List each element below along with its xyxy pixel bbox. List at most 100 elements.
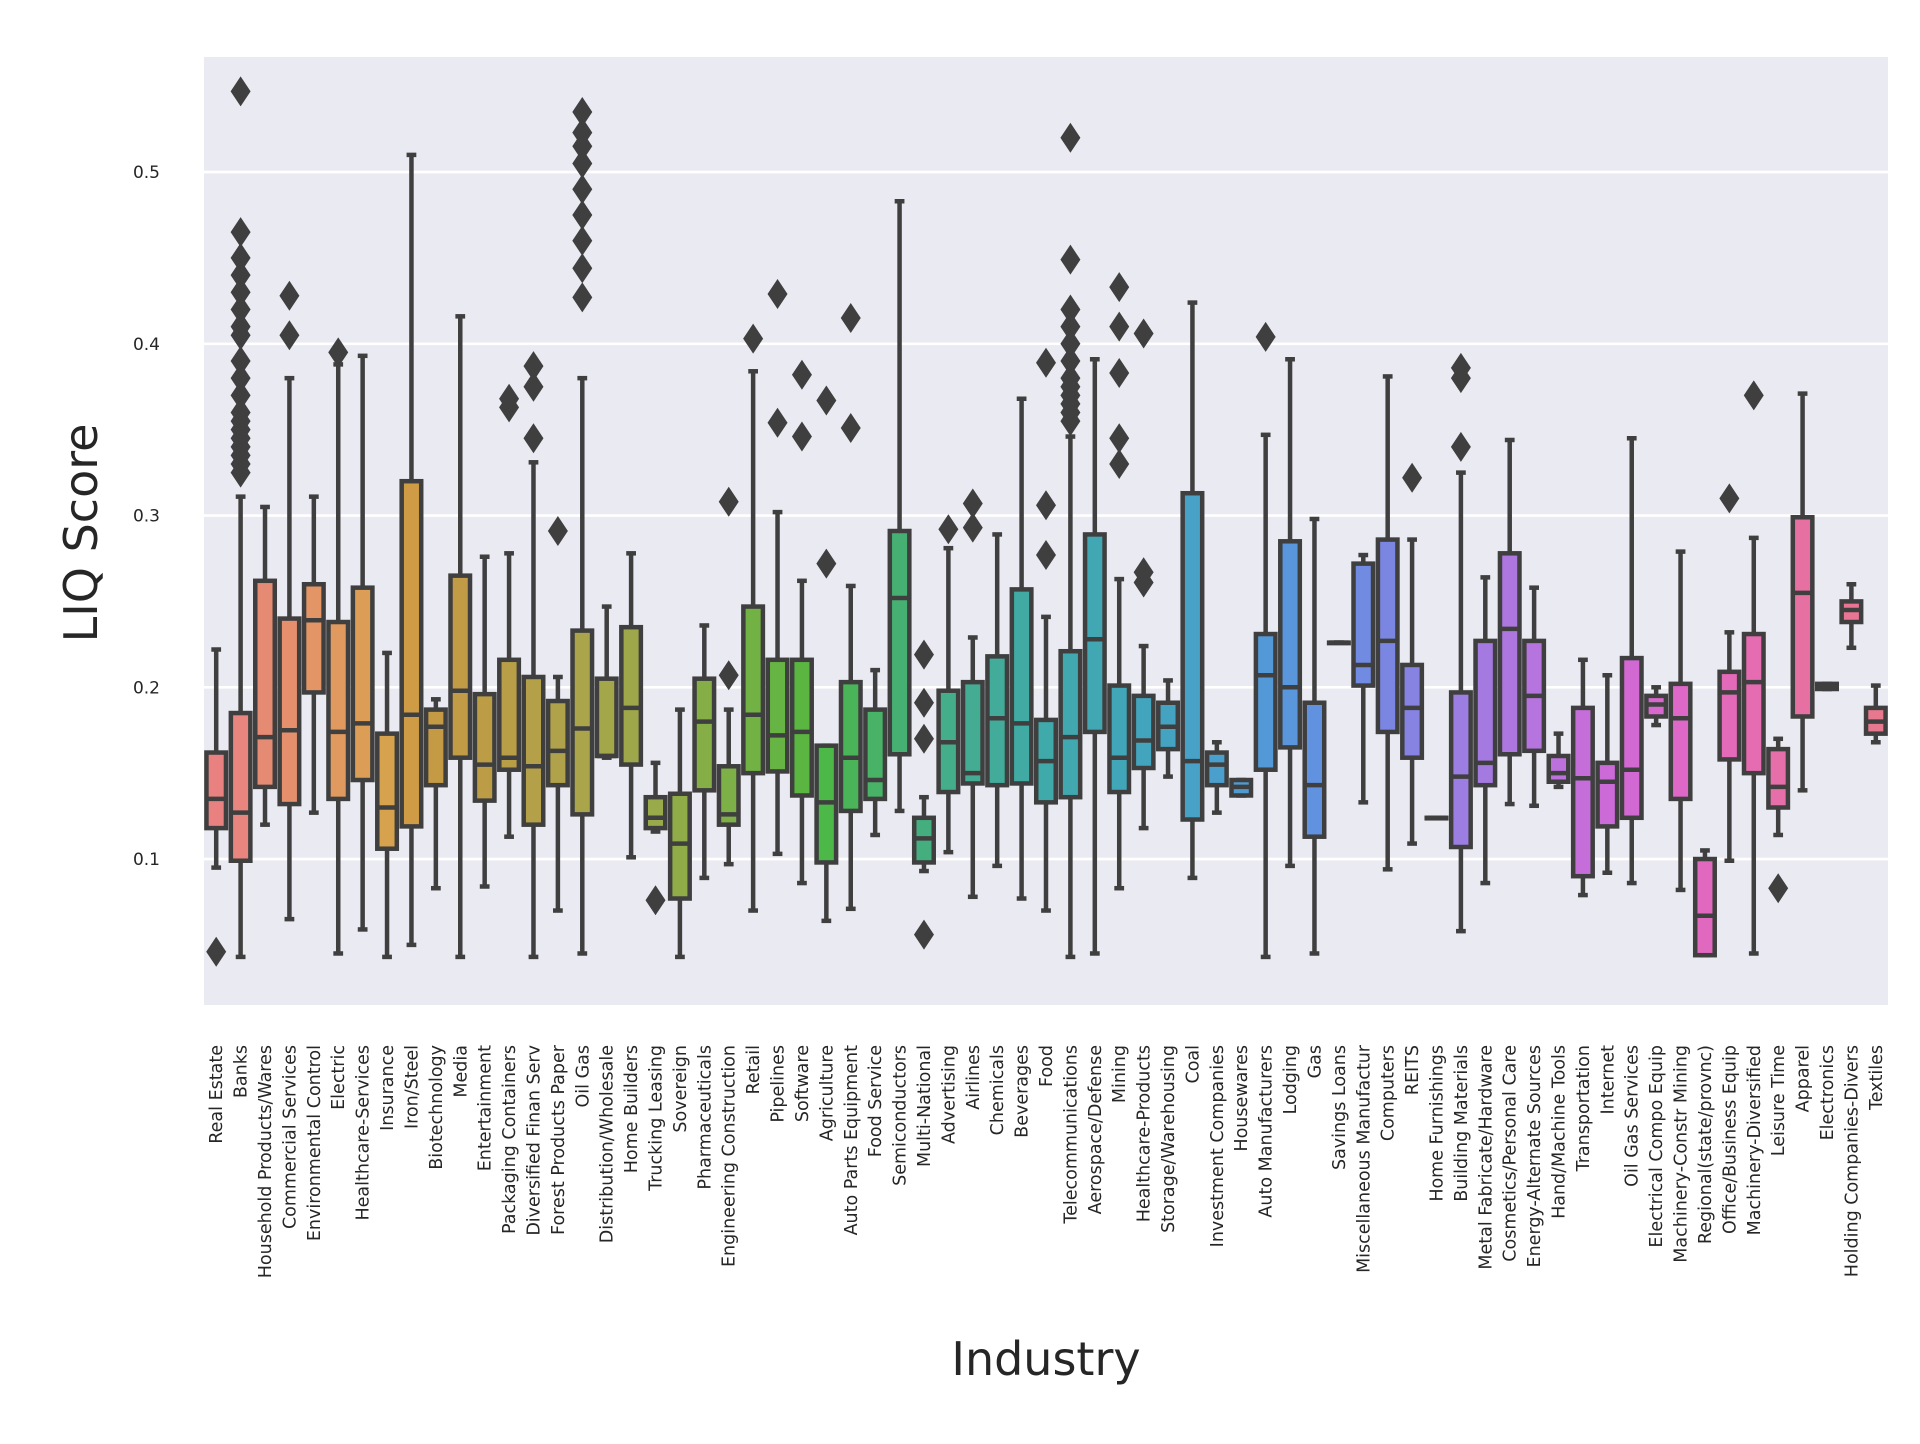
box-iqr — [399, 478, 424, 829]
box-iqr — [1107, 683, 1132, 795]
x-tick-label: Savings Loans — [1330, 1045, 1350, 1170]
outlier-point — [1060, 311, 1081, 342]
box-household-products-wares — [253, 504, 278, 827]
box-iqr — [887, 528, 912, 757]
box-media — [448, 314, 473, 960]
x-tick-label: Computers — [1379, 1045, 1399, 1141]
box-investment-companies — [1204, 739, 1229, 815]
x-tick-label: Machinery-Constr Mining — [1672, 1045, 1692, 1263]
box-trucking-leasing — [643, 760, 668, 916]
box-holding-companies-divers — [1839, 581, 1864, 651]
outlier-point — [1036, 490, 1056, 521]
box-semiconductors — [887, 199, 912, 814]
box-banks — [228, 76, 253, 960]
x-tick-label: Leisure Time — [1769, 1045, 1789, 1156]
x-tick-label: Household Products/Wares — [256, 1045, 276, 1278]
box-oil-gas — [570, 96, 595, 956]
x-tick-label: Agriculture — [817, 1045, 837, 1141]
x-tick-label: Healthcare-Products — [1135, 1045, 1155, 1222]
outlier-point — [938, 514, 959, 545]
box-iqr — [985, 654, 1010, 788]
box-series — [204, 76, 1888, 967]
x-tick-label: Forest Products Paper — [549, 1044, 569, 1235]
box-forest-products-paper — [545, 516, 570, 913]
outlier-point — [962, 512, 983, 543]
box-pharmaceuticals — [692, 623, 717, 881]
box-iqr — [497, 657, 522, 772]
box-iqr — [253, 578, 278, 790]
box-iqr — [1595, 760, 1620, 829]
box-engineering-construction — [716, 486, 741, 867]
box-iqr — [1546, 753, 1571, 784]
x-tick-label: Real Estate — [207, 1045, 227, 1144]
x-tick-label: Banks — [232, 1045, 252, 1098]
x-tick-label: Airlines — [964, 1045, 984, 1110]
box-electric — [326, 337, 351, 956]
x-tick-labels: Real Estate Banks Household Products/Wares… — [207, 1044, 1887, 1278]
x-tick-label: Machinery-Diversified — [1745, 1045, 1765, 1235]
box-gas — [1302, 516, 1327, 956]
box-iqr — [667, 791, 692, 901]
x-tick-label: Investment Companies — [1208, 1045, 1228, 1247]
outlier-point — [1109, 311, 1130, 342]
outlier-point — [1402, 462, 1423, 493]
x-tick-label: Auto Parts Equipment — [842, 1045, 862, 1236]
box-retail — [741, 323, 766, 913]
x-tick-label: Gas — [1305, 1045, 1325, 1078]
x-tick-label: Housewares — [1232, 1045, 1252, 1152]
x-tick-label: Commercial Services — [280, 1045, 300, 1229]
box-iqr — [1351, 561, 1376, 688]
x-tick-label: Engineering Construction — [720, 1045, 740, 1267]
outlier-point — [572, 148, 593, 179]
x-tick-label: Distribution/Wholesale — [598, 1045, 618, 1243]
box-storage-warehousing — [1156, 678, 1181, 779]
box-iqr — [1766, 746, 1791, 810]
x-tick-label: Energy-Alternate Sources — [1525, 1045, 1545, 1267]
box-lodging — [1278, 357, 1303, 869]
x-tick-label: Advertising — [939, 1045, 959, 1144]
outlier-point — [816, 548, 837, 579]
box-iqr — [1253, 631, 1278, 772]
box-hand-machine-tools — [1546, 731, 1571, 790]
x-tick-label: Iron/Steel — [402, 1045, 422, 1129]
x-tick-label: Oil Gas — [573, 1045, 593, 1107]
outlier-point — [1060, 345, 1081, 376]
box-iqr — [1180, 490, 1205, 822]
x-tick-label: Insurance — [378, 1045, 398, 1131]
box-reits — [1400, 462, 1425, 846]
box-advertising — [936, 514, 961, 855]
outlier-point — [230, 294, 251, 325]
outlier-point — [499, 383, 520, 414]
box-leisure-time — [1766, 736, 1791, 904]
x-tick-label: Internet — [1598, 1045, 1618, 1115]
box-building-materials — [1448, 352, 1473, 934]
outlier-point — [572, 253, 593, 284]
outlier-point — [206, 936, 227, 967]
outlier-point — [645, 885, 666, 916]
outlier-point — [1768, 873, 1789, 904]
box-iqr — [1375, 537, 1400, 735]
box-sovereign — [667, 707, 692, 960]
x-tick-label: Home Builders — [622, 1045, 642, 1173]
box-airlines — [960, 488, 985, 900]
box-electrical-compo-equip — [1644, 685, 1669, 728]
box-iqr — [1497, 551, 1522, 757]
box-iqr — [741, 604, 766, 776]
box-distribution-wholesale — [594, 604, 619, 760]
x-tick-label: Holding Companies-Divers — [1842, 1045, 1862, 1277]
box-mining — [1107, 272, 1132, 891]
box-agriculture — [814, 385, 839, 924]
box-iqr — [1619, 655, 1644, 821]
outlier-point — [1060, 294, 1081, 325]
x-tick-label: Retail — [744, 1045, 764, 1094]
box-iqr — [448, 573, 473, 760]
x-tick-label: Food Service — [866, 1045, 886, 1157]
box-real-estate — [204, 647, 229, 967]
y-tick-label: 0.5 — [133, 163, 160, 183]
x-tick-label: Semiconductors — [891, 1045, 911, 1186]
box-iqr — [765, 657, 790, 774]
box-diversified-finan-serv — [521, 351, 546, 960]
box-iqr — [1790, 515, 1815, 719]
box-food — [1033, 347, 1059, 913]
